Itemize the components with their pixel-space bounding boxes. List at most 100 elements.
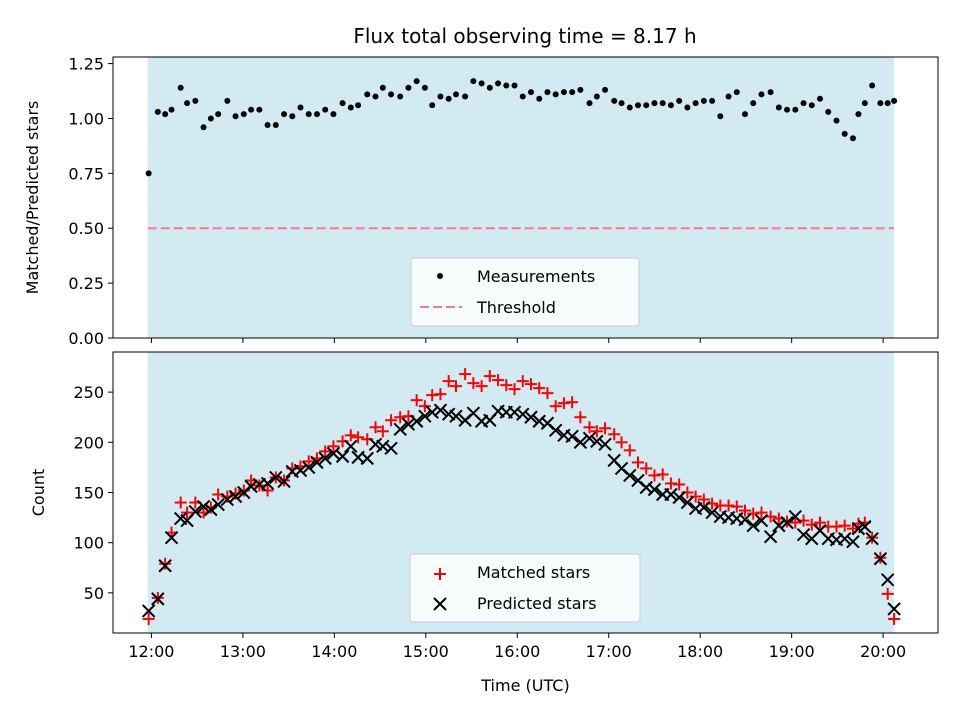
predicted-star-point bbox=[565, 429, 579, 444]
predicted-star-point bbox=[598, 437, 612, 452]
x-tick-label: 15:00 bbox=[403, 642, 449, 661]
measurement-point bbox=[264, 122, 271, 129]
measurement-point bbox=[877, 100, 884, 107]
measurement-point bbox=[618, 100, 625, 107]
measurement-point bbox=[602, 86, 609, 93]
predicted-star-point bbox=[384, 441, 398, 456]
measurement-point bbox=[659, 100, 666, 107]
matched-star-point bbox=[599, 422, 612, 435]
measurement-point bbox=[692, 100, 699, 107]
predicted-star-point bbox=[425, 405, 439, 419]
measurement-point bbox=[232, 113, 239, 120]
matched-star-point bbox=[739, 504, 752, 517]
measurement-point bbox=[635, 102, 641, 109]
matched-star-point bbox=[697, 493, 710, 506]
measurement-point bbox=[684, 104, 691, 111]
predicted-star-point bbox=[838, 531, 852, 546]
predicted-star-point bbox=[507, 405, 522, 419]
count-legend-box bbox=[409, 553, 641, 623]
matched-star-point bbox=[583, 421, 596, 434]
matched-star-point bbox=[434, 388, 447, 401]
measurement-point bbox=[676, 97, 683, 104]
matched-star-point bbox=[608, 428, 621, 441]
measurement-point bbox=[817, 95, 824, 102]
y-tick-label: 50 bbox=[84, 584, 104, 603]
matched-star-point bbox=[814, 516, 827, 529]
measurement-point bbox=[470, 78, 477, 85]
predicted-star-point bbox=[158, 559, 172, 573]
predicted-star-point bbox=[639, 480, 653, 495]
measurement-point bbox=[478, 80, 485, 87]
legend-matched: Matched stars bbox=[477, 563, 590, 582]
predicted-star-point bbox=[623, 468, 637, 483]
matched-star-point bbox=[492, 374, 505, 387]
measurement-point bbox=[800, 100, 807, 107]
matched-star-point bbox=[508, 383, 521, 396]
predicted-star-point bbox=[746, 518, 760, 533]
legend-measurement-marker bbox=[437, 273, 443, 279]
measurement-point bbox=[651, 100, 658, 107]
predicted-star-point bbox=[582, 431, 597, 446]
measurement-point bbox=[527, 89, 534, 96]
measurement-point bbox=[552, 91, 559, 98]
predicted-star-point bbox=[318, 451, 332, 466]
predicted-star-point bbox=[335, 449, 350, 464]
predicted-star-point bbox=[211, 497, 225, 512]
matched-star-point bbox=[261, 484, 274, 497]
predicted-star-point bbox=[293, 463, 308, 478]
x-tick-label: 16:00 bbox=[494, 642, 540, 661]
predicted-star-point bbox=[780, 515, 794, 530]
predicted-star-point bbox=[788, 509, 803, 524]
matched-star-point bbox=[640, 462, 653, 475]
matched-star-point bbox=[615, 436, 628, 449]
predicted-star-point bbox=[680, 495, 695, 510]
measurement-point bbox=[256, 106, 263, 113]
predicted-star-point bbox=[188, 504, 203, 519]
measurement-point bbox=[192, 97, 199, 104]
measurement-point bbox=[305, 111, 312, 118]
ratio-y-axis: 0.00 0.25 0.50 0.75 1.00 1.25 bbox=[68, 55, 113, 348]
predicted-star-point bbox=[516, 407, 530, 421]
y-tick-label: 100 bbox=[73, 534, 104, 553]
predicted-star-point bbox=[393, 422, 407, 436]
matched-star-point bbox=[632, 456, 644, 469]
matched-star-point bbox=[656, 468, 669, 481]
predicted-star-point bbox=[401, 417, 416, 431]
count-y-label: Count bbox=[29, 469, 48, 517]
measurement-point bbox=[162, 111, 169, 118]
predicted-star-point bbox=[524, 410, 538, 424]
matched-star-point bbox=[142, 612, 155, 625]
measurement-point bbox=[429, 102, 436, 109]
predicted-star-point bbox=[697, 500, 711, 515]
predicted-star-point bbox=[738, 512, 752, 527]
measurement-point bbox=[560, 89, 567, 96]
measurement-point bbox=[405, 84, 412, 91]
matched-star-point bbox=[352, 431, 365, 444]
measurement-point bbox=[347, 104, 354, 111]
measurement-point bbox=[643, 102, 650, 109]
measurement-point bbox=[372, 93, 379, 100]
measurement-point bbox=[215, 111, 222, 118]
predicted-star-point bbox=[796, 527, 811, 542]
predicted-star-point bbox=[418, 409, 432, 423]
measurement-point bbox=[495, 80, 502, 87]
predicted-star-point bbox=[754, 513, 769, 528]
measurement-point bbox=[586, 100, 593, 107]
measurement-point bbox=[767, 89, 774, 96]
measurement-point bbox=[388, 91, 395, 98]
measurement-point bbox=[758, 91, 765, 98]
y-tick-label: 1.25 bbox=[68, 55, 104, 74]
ratio-panel: 0.00 0.25 0.50 0.75 1.00 1.25 Matched/Predict… bbox=[23, 55, 939, 348]
y-tick-label: 1.00 bbox=[68, 109, 104, 128]
predicted-star-point bbox=[141, 604, 156, 618]
matched-star-point bbox=[181, 506, 194, 519]
matched-star-point bbox=[459, 368, 472, 381]
measurement-point bbox=[577, 86, 584, 93]
measurement-point bbox=[861, 100, 868, 107]
ratio-legend-box bbox=[410, 257, 640, 327]
measurement-point bbox=[240, 111, 247, 118]
y-tick-label: 0.50 bbox=[68, 219, 104, 238]
measurement-point bbox=[437, 93, 444, 100]
measurement-point bbox=[775, 104, 782, 111]
